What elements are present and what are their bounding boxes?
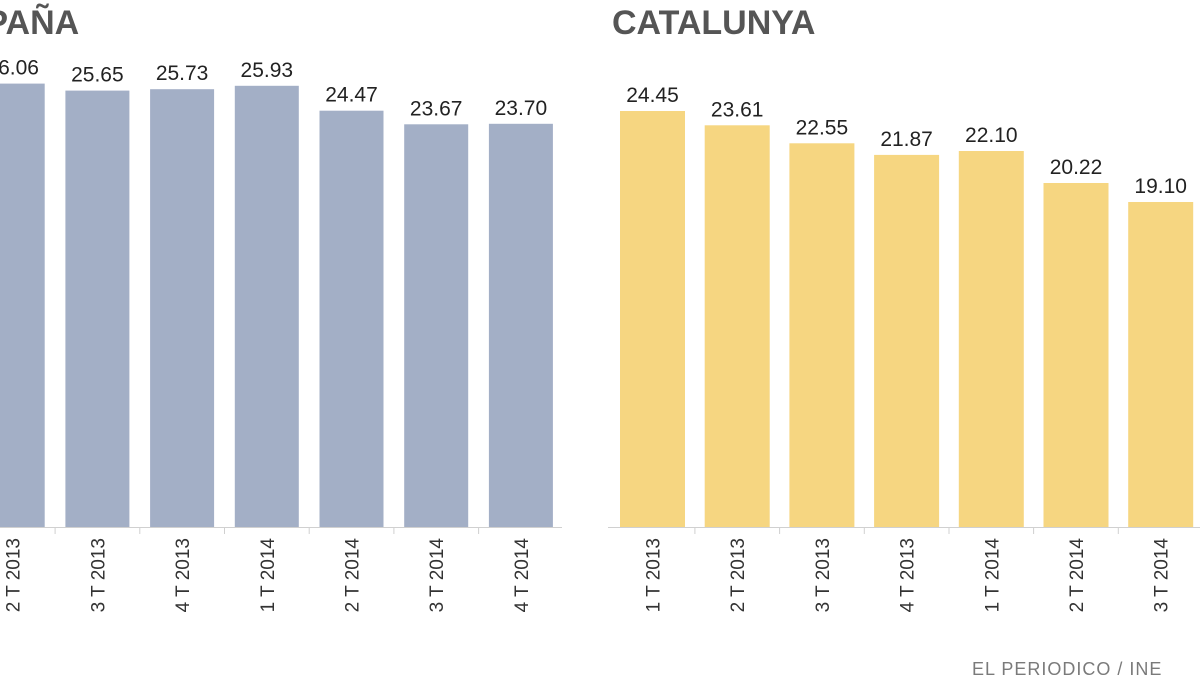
bar-espana — [0, 83, 45, 527]
data-label-espana: 25.73 — [156, 62, 209, 85]
tick-label-catalunya: 2 T 2013 — [728, 538, 749, 612]
tick-label-catalunya: 4 T 2013 — [898, 538, 919, 612]
chart-title-espana: ESPAÑA — [0, 4, 79, 42]
bar-espana — [234, 85, 299, 528]
tick-label-catalunya: 1 T 2013 — [644, 538, 665, 612]
data-label-espana: 23.70 — [495, 97, 548, 120]
bar-catalunya — [958, 151, 1024, 527]
tick-label-catalunya: 1 T 2014 — [982, 538, 1003, 613]
bar-espana — [488, 123, 553, 528]
bar-catalunya — [1128, 202, 1194, 527]
bar-catalunya — [789, 143, 855, 528]
data-label-espana: 25.93 — [241, 59, 294, 82]
bar-espana — [319, 110, 384, 527]
tick-label-espana: 3 T 2014 — [427, 538, 448, 613]
source-credit: EL PERIODICO / INE — [972, 659, 1162, 675]
tick-label-espana: 4 T 2014 — [512, 538, 533, 613]
tick-label-espana: 2 T 2013 — [4, 538, 25, 612]
data-label-espana: 26.06 — [0, 57, 39, 80]
tick-label-catalunya: 3 T 2014 — [1152, 538, 1173, 613]
chart-title-catalunya: CATALUNYA — [612, 4, 815, 42]
data-label-catalunya: 22.55 — [796, 116, 849, 139]
data-label-catalunya: 20.22 — [1050, 156, 1103, 179]
data-label-catalunya: 23.61 — [711, 98, 764, 121]
bar-espana — [65, 90, 130, 527]
bar-espana — [150, 89, 215, 527]
data-label-catalunya: 21.87 — [880, 128, 933, 151]
tick-label-catalunya: 3 T 2013 — [813, 538, 834, 612]
data-label-catalunya: 24.45 — [626, 84, 679, 107]
data-label-espana: 25.65 — [71, 64, 124, 87]
bar-catalunya — [620, 111, 685, 527]
bar-catalunya — [704, 125, 770, 528]
bar-catalunya — [1043, 183, 1109, 527]
tick-label-catalunya: 2 T 2014 — [1067, 538, 1088, 613]
chart-panel-catalunya: CATALUNYA 24.45 1 T 2013 23.61 2 T 2013 22.55… — [608, 4, 1200, 612]
tick-label-espana: 4 T 2013 — [173, 538, 194, 612]
tick-label-espana: 3 T 2013 — [88, 538, 109, 612]
data-label-catalunya: 19.10 — [1134, 175, 1187, 198]
data-label-espana: 24.47 — [325, 84, 378, 107]
data-label-catalunya: 22.10 — [965, 124, 1018, 147]
bar-espana — [404, 124, 469, 528]
tick-label-espana: 1 T 2014 — [258, 538, 279, 613]
bar-catalunya — [874, 154, 940, 527]
data-label-espana: 23.67 — [410, 97, 463, 120]
tick-label-espana: 2 T 2014 — [343, 538, 364, 613]
